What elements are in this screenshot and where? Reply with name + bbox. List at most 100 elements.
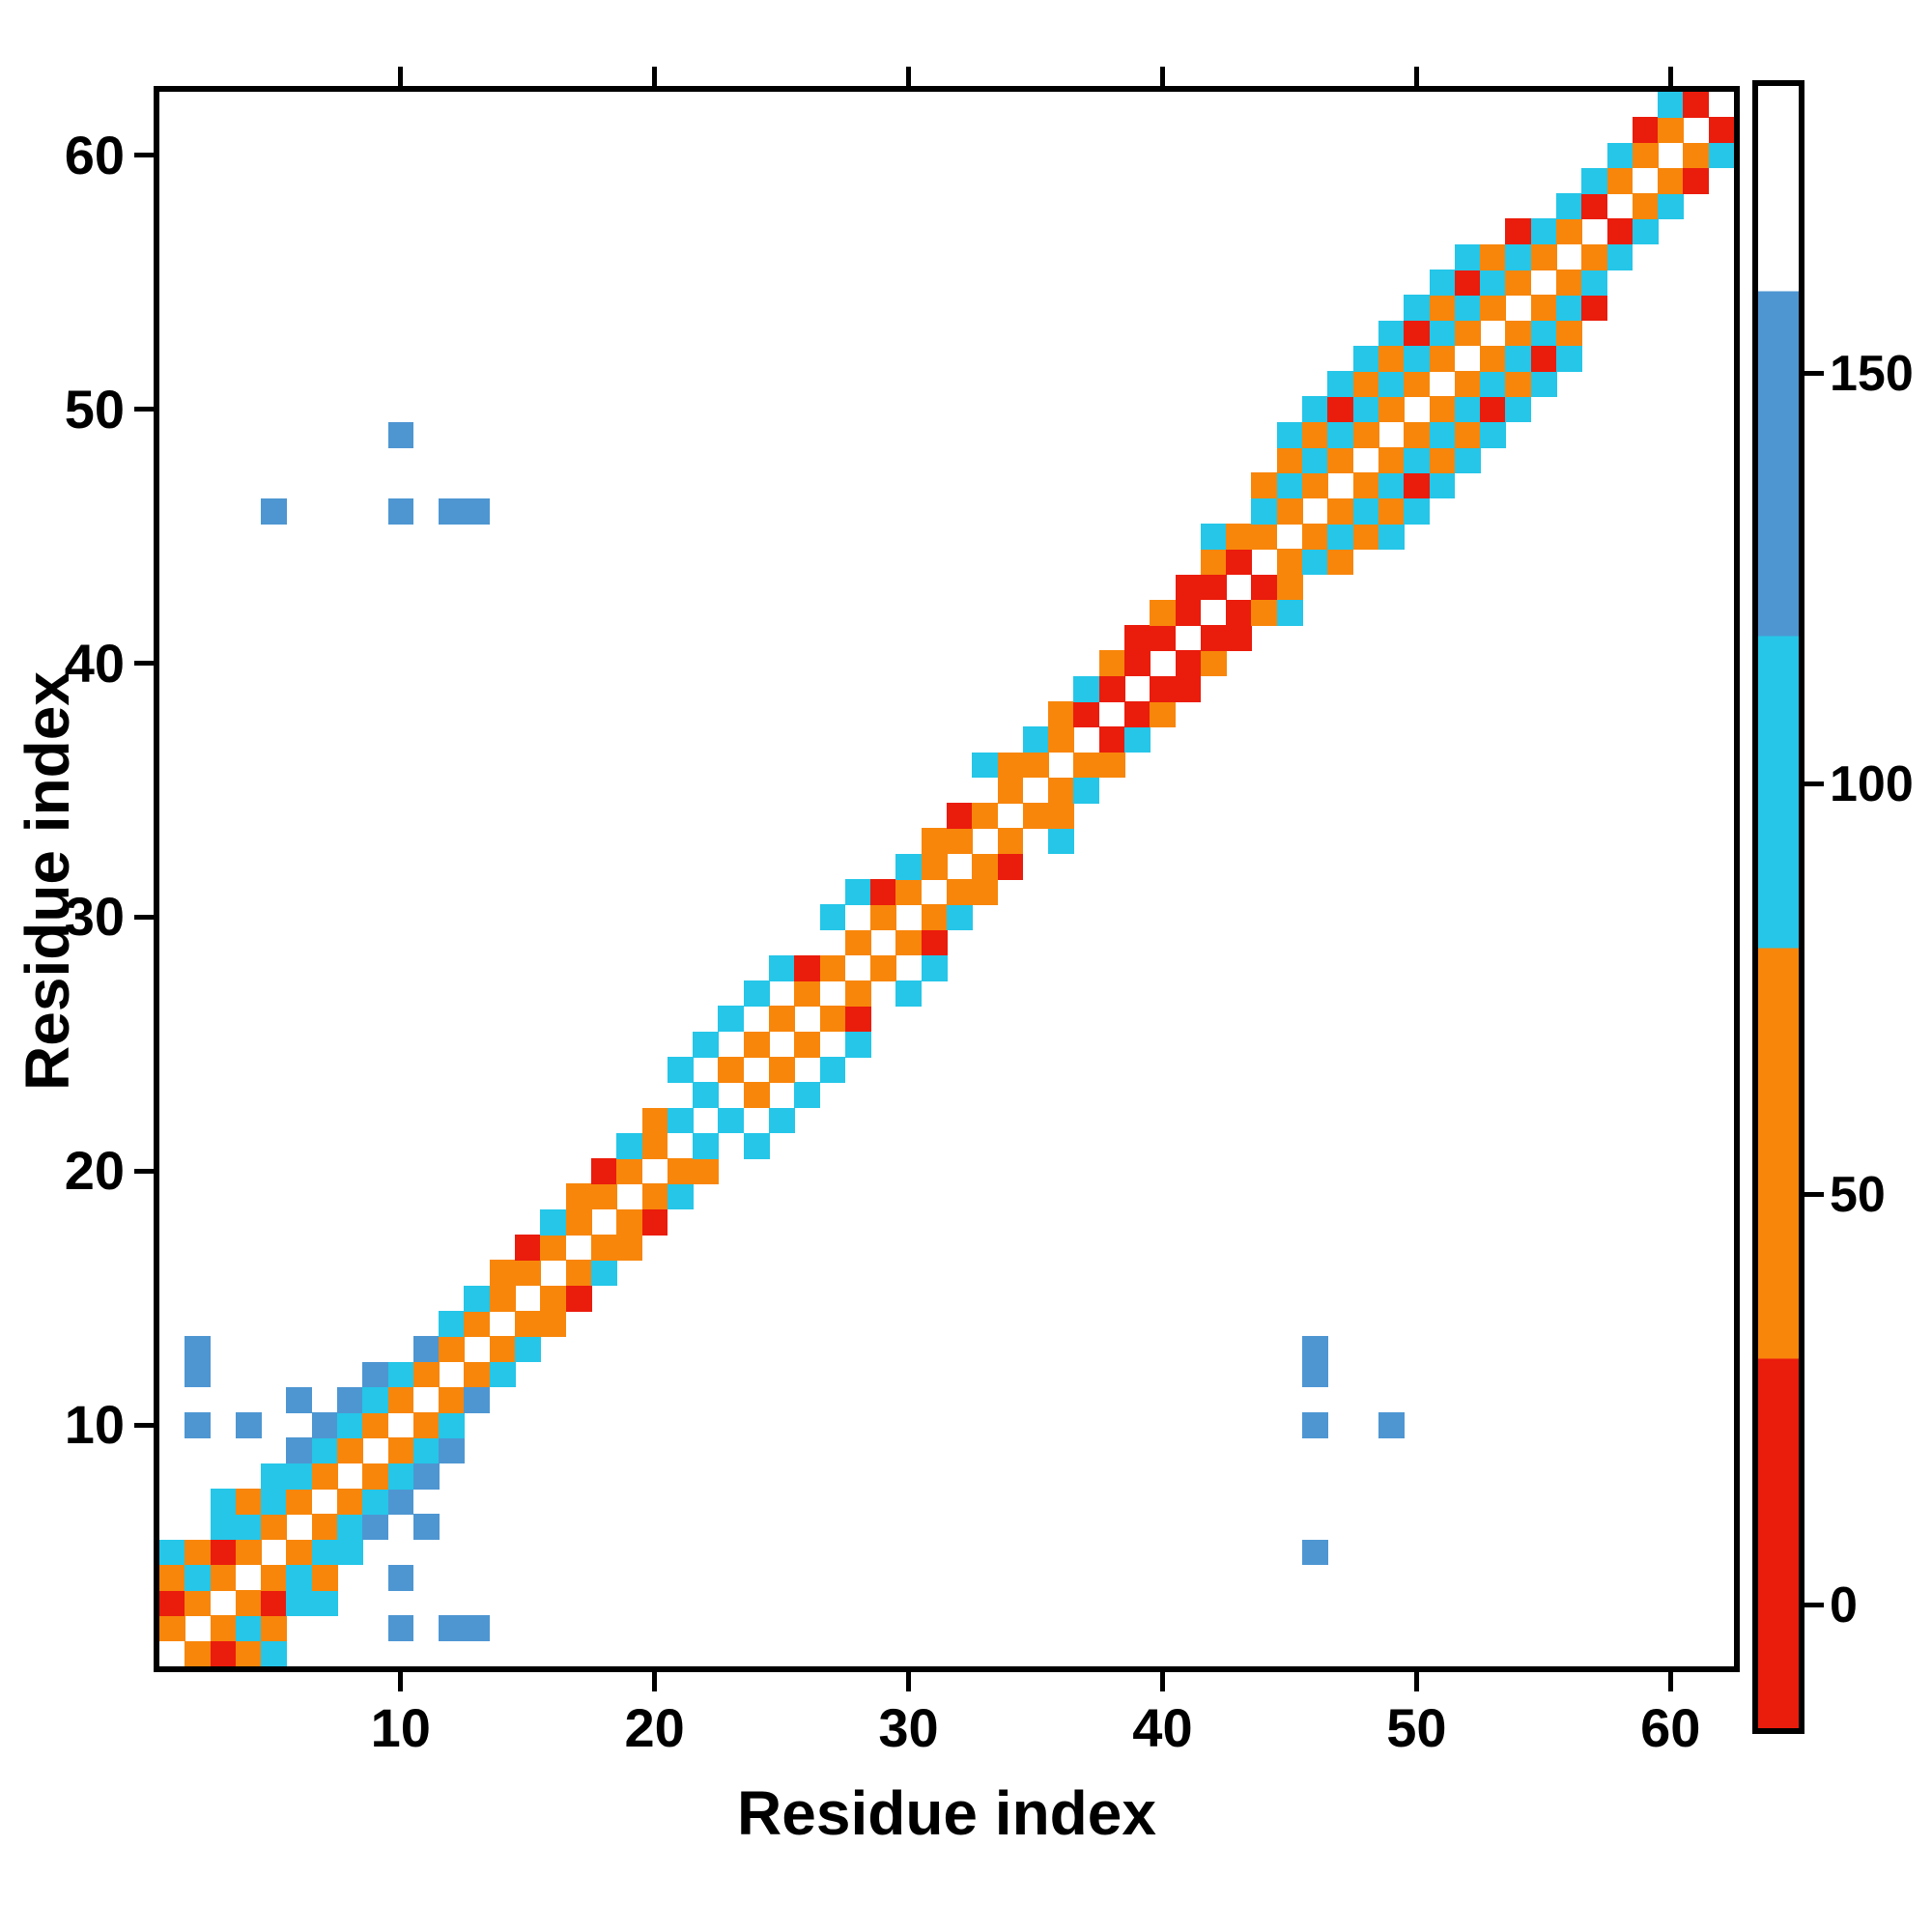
heatmap-cell [1073,777,1100,804]
heatmap-cell [1073,700,1100,727]
heatmap-cell [1429,472,1456,499]
x-tick-label: 60 [1640,1697,1701,1758]
heatmap-cell [1352,497,1379,525]
heatmap-cell [870,904,896,931]
heatmap-cell [1555,270,1582,296]
heatmap-cell [1505,243,1532,270]
y-tick-mark [134,1168,154,1174]
heatmap-cell [337,1514,363,1541]
heatmap-cell [1555,295,1582,322]
heatmap-cell [311,1412,338,1438]
heatmap-cell [159,1615,185,1642]
x-tick-mark [1667,1672,1673,1691]
x-tick-mark [906,1672,912,1691]
heatmap-cell [616,1158,643,1185]
heatmap-cell [667,1057,694,1083]
heatmap-cell [1429,345,1456,372]
heatmap-cell [1581,167,1608,194]
heatmap-cell [1022,752,1049,779]
y-tick-label: 10 [64,1394,125,1456]
heatmap-cell [1454,421,1481,448]
heatmap-cell [947,879,973,905]
heatmap-cell [1505,320,1532,347]
heatmap-cell [997,752,1024,779]
heatmap-cell [311,1590,338,1616]
heatmap-cell [210,1514,237,1541]
y-tick-label: 60 [64,124,125,185]
y-tick-mark [134,914,154,920]
heatmap-cell [439,1336,466,1363]
heatmap-cell [1352,472,1379,499]
heatmap-cell [768,1057,795,1083]
heatmap-cell [590,1158,617,1185]
heatmap-cell [590,1260,617,1287]
heatmap-cell [261,1488,288,1515]
heatmap-cell [210,1615,237,1642]
heatmap-cell [362,1386,389,1413]
heatmap-cell [412,1412,440,1438]
heatmap-cell [1378,1412,1405,1438]
heatmap-cell [439,1412,466,1438]
heatmap-cell [1302,1336,1328,1363]
heatmap-cell [1327,396,1354,423]
heatmap-cell [641,1132,668,1159]
heatmap-cell [1302,447,1328,473]
heatmap-cell [439,1386,466,1413]
heatmap-cell [235,1590,262,1616]
x-tick-mark [1413,1672,1419,1691]
heatmap-cell [1175,650,1202,677]
heatmap-cell [235,1488,262,1515]
heatmap-cell [1226,523,1253,550]
heatmap-cell [1022,726,1049,753]
heatmap-cell [1098,675,1125,702]
heatmap-cell [464,1310,491,1337]
heatmap-cell [565,1260,592,1287]
colorbar [1752,80,1804,1734]
heatmap-cell [1404,295,1431,322]
heatmap-cell [895,879,923,905]
heatmap-cell [1505,396,1532,423]
heatmap-cell [286,1564,313,1591]
heatmap-cell [947,803,973,829]
heatmap-cell [693,1082,719,1109]
heatmap-cell [1480,243,1506,270]
heatmap-cell [362,1488,389,1515]
heatmap-cell [159,1590,185,1616]
heatmap-cell [565,1285,592,1312]
heatmap-cell [1429,447,1456,473]
heatmap-cell [1251,497,1278,525]
heatmap-cell [1454,270,1481,296]
heatmap-cell [1276,574,1303,601]
heatmap-cell [235,1412,262,1438]
heatmap-cell [1555,193,1582,220]
heatmap-cell [1378,371,1405,398]
heatmap-cell [1302,472,1328,499]
heatmap-cell [235,1539,262,1566]
heatmap-cell [1022,803,1049,829]
heatmap-cell [1658,92,1684,118]
heatmap-cell [185,1640,212,1666]
colorbar-tick-label: 50 [1830,1166,1886,1223]
heatmap-cell [794,1031,821,1058]
heatmap-cell [387,421,414,448]
heatmap-cell [693,1158,719,1185]
heatmap-cell [1581,243,1608,270]
heatmap-cell [1048,726,1075,753]
heatmap-cell [718,1006,745,1033]
heatmap-cell [1327,497,1354,525]
heatmap-cell [844,1006,871,1033]
heatmap-cell [1683,142,1710,169]
heatmap-cell [412,1336,440,1363]
heatmap-cell [1378,523,1405,550]
heatmap-cell [311,1539,338,1566]
heatmap-cell [1378,497,1405,525]
heatmap-cell [362,1514,389,1541]
heatmap-cell [794,980,821,1008]
heatmap-cell [1632,117,1659,144]
heatmap-cell [439,1310,466,1337]
heatmap-cell [337,1386,363,1413]
heatmap-cell [844,1031,871,1058]
heatmap-cell [1480,371,1506,398]
colorbar-gradient [1758,86,1799,1728]
heatmap-cell [1302,1361,1328,1388]
